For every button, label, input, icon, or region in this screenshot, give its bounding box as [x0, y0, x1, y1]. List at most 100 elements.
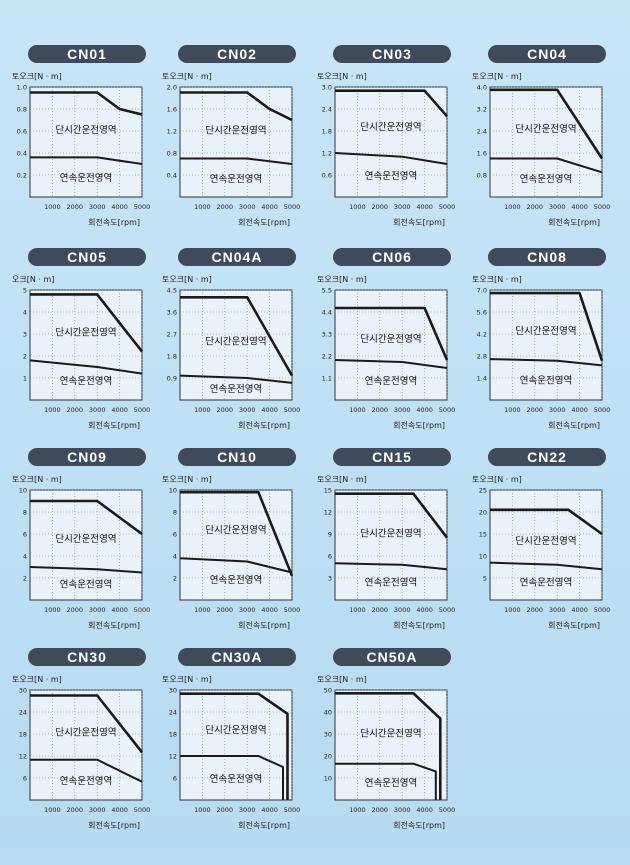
y-tick-label: 15	[479, 531, 487, 539]
y-tick-label: 2.2	[322, 353, 332, 361]
short-time-region-label: 단시간운전영역	[360, 122, 421, 133]
x-tick-label: 1000	[194, 806, 211, 814]
y-tick-label: 18	[19, 731, 27, 739]
continuous-torque-line	[179, 374, 293, 384]
y-tick-label: 6	[173, 775, 177, 783]
y-axis-label: 토오크[N · m]	[472, 275, 522, 284]
short-time-region-label: 단시간운전영역	[515, 124, 576, 135]
x-tick-label: 4000	[111, 806, 128, 814]
y-axis-label: 토오크[N · m]	[472, 72, 522, 81]
y-tick-label: 3.6	[167, 309, 177, 317]
y-tick-label: 4.5	[167, 287, 177, 295]
x-tick-label: 3000	[549, 406, 566, 414]
y-tick-label: 4	[23, 553, 27, 561]
continuous-torque-line	[334, 359, 448, 369]
continuous-region-label: 연속운전영역	[365, 778, 417, 789]
x-tick-label: 2000	[217, 606, 234, 614]
chart-title: CN09	[28, 448, 146, 466]
x-tick-label: 1000	[44, 406, 61, 414]
plot-area	[29, 289, 143, 401]
x-tick-label: 2000	[67, 406, 84, 414]
y-tick-label: 0.4	[17, 150, 27, 158]
y-axis-label: 토오크[N · m]	[162, 475, 212, 484]
y-tick-label: 0.6	[17, 128, 27, 136]
continuous-torque-line	[30, 758, 143, 783]
x-tick-label: 1000	[349, 606, 366, 614]
y-tick-label: 24	[19, 709, 27, 717]
chart-title: CN30A	[178, 648, 296, 666]
y-tick-label: 2.4	[477, 128, 487, 136]
continuous-torque-line	[489, 358, 603, 367]
x-tick-label: 5000	[439, 203, 456, 211]
x-axis-label: 회전속도[rpm]	[393, 420, 445, 430]
short-time-torque-line	[180, 692, 289, 800]
plot-area	[489, 489, 603, 601]
x-tick-label: 4000	[416, 606, 433, 614]
y-tick-label: 1.8	[322, 128, 332, 136]
x-tick-label: 5000	[439, 606, 456, 614]
chart-title: CN30	[28, 648, 146, 666]
continuous-region-label: 연속운전영역	[210, 174, 262, 185]
x-tick-label: 5000	[284, 606, 301, 614]
x-axis-label: 회전속도[rpm]	[238, 217, 290, 227]
y-tick-label: 8	[23, 509, 27, 517]
x-tick-label: 2000	[67, 606, 84, 614]
y-tick-label: 5	[483, 575, 487, 583]
torque-chart: 토오크[N · m] 1000 2000 3000 4000 5000 1.4 2.8 4.2 5…	[472, 275, 610, 430]
y-tick-label: 6	[23, 775, 27, 783]
plot-area	[29, 489, 143, 601]
short-time-region-label: 단시간운전영역	[515, 326, 576, 337]
torque-chart: 토오크[N · m] 1000 2000 3000 4000 5000 2 4 6 8 10 단시간운…	[162, 475, 301, 630]
x-tick-label: 1000	[44, 606, 61, 614]
x-tick-label: 3000	[89, 203, 106, 211]
x-tick-label: 3000	[89, 806, 106, 814]
x-tick-label: 1000	[504, 406, 521, 414]
x-tick-label: 2000	[67, 806, 84, 814]
y-tick-label: 4	[173, 553, 177, 561]
short-time-region-label: 단시간운전영역	[55, 327, 116, 338]
continuous-torque-line	[334, 562, 448, 571]
x-tick-label: 4000	[416, 406, 433, 414]
x-tick-label: 2000	[217, 406, 234, 414]
continuous-torque-line	[490, 157, 603, 174]
x-tick-label: 1000	[349, 806, 366, 814]
x-axis-label: 회전속도[rpm]	[393, 217, 445, 227]
y-tick-label: 40	[324, 709, 332, 717]
short-time-region-label: 단시간운전영역	[55, 125, 116, 136]
x-axis-label: 회전속도[rpm]	[548, 420, 600, 430]
plot-area	[29, 86, 143, 198]
short-time-torque-line	[30, 499, 143, 536]
x-tick-label: 2000	[67, 203, 84, 211]
torque-chart: 토오크[N · m] 1000 2000 3000 4000 5000 5 10 15 20 25 단…	[472, 475, 610, 630]
y-tick-label: 7.0	[477, 287, 487, 295]
y-tick-label: 2	[23, 353, 27, 361]
y-tick-label: 4.4	[322, 309, 332, 317]
x-tick-label: 3000	[394, 806, 411, 814]
y-axis-label: 토오크[N · m]	[12, 675, 62, 684]
x-tick-label: 3000	[239, 203, 256, 211]
y-tick-label: 12	[19, 753, 27, 761]
x-tick-label: 5000	[134, 806, 151, 814]
x-tick-label: 4000	[261, 606, 278, 614]
torque-chart: 토오크[N · m] 1000 2000 3000 4000 5000 6 12 18 24 30 단…	[162, 675, 300, 830]
x-tick-label: 3000	[89, 406, 106, 414]
y-tick-label: 50	[324, 687, 332, 695]
x-axis-label: 회전속도[rpm]	[88, 620, 140, 630]
x-tick-label: 4000	[111, 406, 128, 414]
y-axis-label: 토오크[N · m]	[12, 72, 62, 81]
y-tick-label: 0.8	[477, 172, 487, 180]
x-axis-label: 회전속도[rpm]	[393, 620, 445, 630]
y-tick-label: 10	[324, 775, 332, 783]
continuous-torque-line	[180, 157, 293, 165]
short-time-torque-line	[180, 490, 294, 577]
short-time-torque-line	[490, 291, 604, 362]
x-tick-label: 5000	[594, 203, 611, 211]
y-tick-label: 24	[169, 709, 177, 717]
x-axis-label: 회전속도[rpm]	[548, 217, 600, 227]
plot-area	[334, 86, 448, 198]
x-axis-label: 회전속도[rpm]	[238, 820, 290, 830]
plot-area	[489, 86, 603, 198]
continuous-region-label: 연속운전영역	[520, 376, 572, 387]
y-axis-label: 오크[N · m]	[12, 275, 54, 284]
